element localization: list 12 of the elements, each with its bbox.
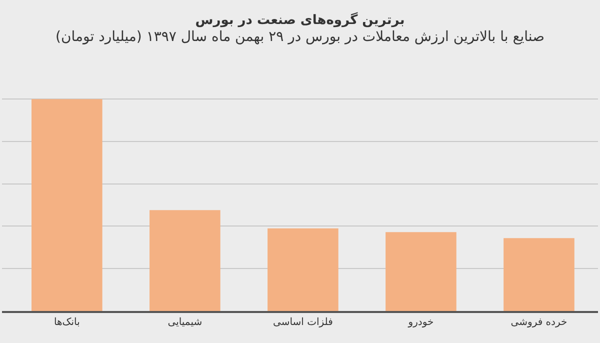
x-tick-label: خودرو bbox=[407, 317, 434, 328]
x-tick-label: فلزات اساسی bbox=[272, 317, 334, 328]
bar bbox=[386, 232, 456, 311]
chart-title: برترین گروه‌های صنعت در بورس bbox=[195, 12, 405, 28]
bar bbox=[268, 228, 338, 311]
bar bbox=[150, 210, 220, 311]
x-tick-label: شیمیایی bbox=[168, 317, 202, 328]
x-tick-label: بانک‌ها bbox=[54, 317, 80, 328]
bar bbox=[32, 99, 102, 311]
x-tick-label: خرده فروشی bbox=[510, 317, 568, 328]
bar bbox=[504, 238, 574, 311]
chart-subtitle: صنایع با بالاترین ارزش معاملات در بورس در ۲۹ بهمن ماه سال ۱۳۹۷ (میلیارد تومان) bbox=[56, 28, 544, 45]
